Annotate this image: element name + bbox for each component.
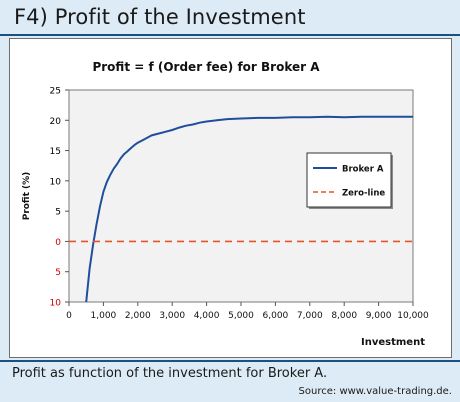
x-tick-label: 9,000: [366, 311, 392, 321]
series-broker-a: [85, 115, 413, 303]
x-tick-label: 8,000: [331, 311, 357, 321]
y-tick-label: 10: [50, 177, 62, 187]
x-tick-label: 4,000: [194, 311, 220, 321]
chart-frame: Profit = f (Order fee) for Broker A 25 20…: [9, 38, 452, 358]
chart-title: Profit = f (Order fee) for Broker A: [92, 60, 320, 74]
y-tick-label: 0: [55, 238, 61, 248]
y-axis: 25 20 15 10 5 0 5 10: [50, 87, 69, 309]
y-axis-label: Profit (%): [22, 172, 32, 221]
y-tick-label: 10: [50, 299, 62, 309]
source-note: Source: www.value-trading.de.: [298, 386, 452, 397]
legend: Broker A Zero-line: [306, 152, 393, 209]
y-tick-label: 15: [50, 147, 61, 157]
y-tick-label: 5: [55, 268, 61, 278]
x-tick-label: 7,000: [297, 311, 323, 321]
page-title: F4) Profit of the Investment: [14, 5, 306, 29]
figure-caption: Profit as function of the investment for…: [12, 366, 328, 381]
legend-box: [306, 152, 392, 208]
legend-label: Zero-line: [342, 189, 385, 199]
y-tick-label: 25: [50, 87, 61, 97]
legend-label: Broker A: [342, 165, 384, 175]
x-tick-label: 2,000: [125, 311, 151, 321]
footer-divider: [0, 360, 460, 362]
series-layer: [69, 115, 413, 303]
x-tick-label: 1,000: [91, 311, 117, 321]
x-axis-label: Investment: [361, 337, 425, 348]
x-tick-label: 10,000: [397, 311, 429, 321]
x-tick-label: 5,000: [228, 311, 254, 321]
x-tick-label: 0: [66, 311, 72, 321]
y-tick-label: 5: [55, 208, 61, 218]
x-tick-label: 3,000: [159, 311, 185, 321]
profit-chart: Profit = f (Order fee) for Broker A 25 20…: [22, 60, 429, 348]
x-tick-label: 6,000: [263, 311, 289, 321]
header-divider: [0, 34, 460, 36]
x-axis: 0 1,000 2,000 3,000 4,000 5,000 6,000 7,000 8,00…: [66, 302, 429, 321]
y-tick-label: 20: [50, 117, 62, 127]
